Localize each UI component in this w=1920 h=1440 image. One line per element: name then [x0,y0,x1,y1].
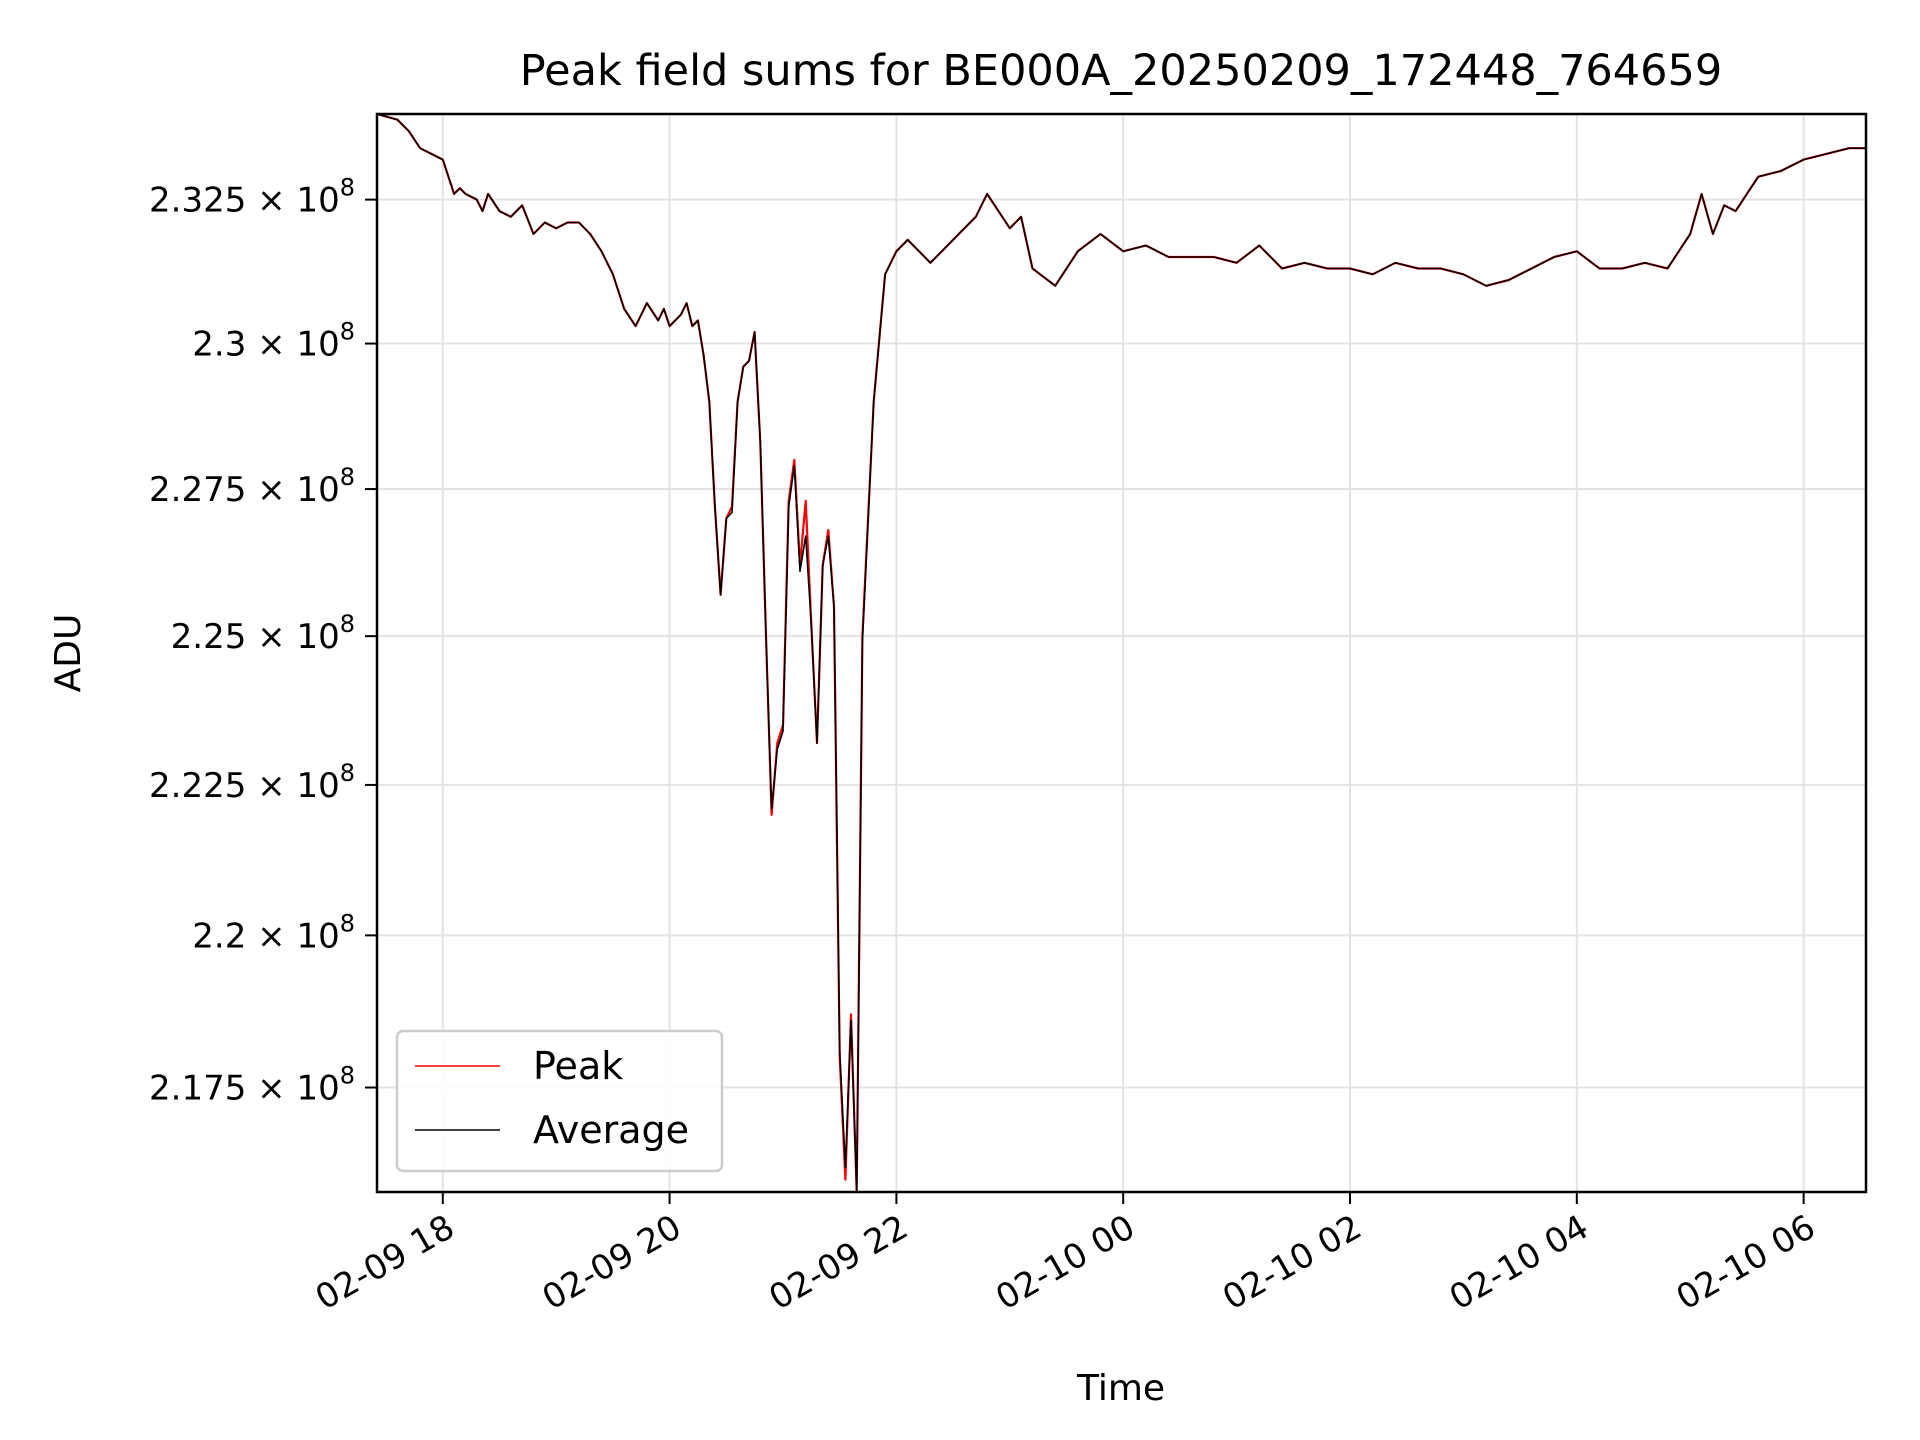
chart-title: Peak field sums for BE000A_20250209_1724… [520,46,1722,96]
plot-frame [375,112,1868,1194]
gridlines [377,114,1866,1192]
y-tick-label: 2.175 × 108 [149,1062,355,1109]
series-lines [376,112,1866,1194]
y-tick-label: 2.325 × 108 [149,174,355,221]
legend-peak-label: Peak [533,1044,623,1088]
y-tick-label: 2.275 × 108 [149,463,355,510]
y-tick-label: 2.3 × 108 [192,318,355,365]
y-tick-label: 2.225 × 108 [149,759,355,806]
series-line-average [376,113,1866,1193]
x-axis-label: Time [1076,1368,1165,1409]
y-axis-label: ADU [48,614,89,693]
y-axis-ticks: 2.325 × 108 2.3 × 108 2.275 × 108 2.25 × 10… [149,174,377,1109]
y-tick-label: 2.2 × 108 [192,909,355,956]
y-tick-label: 2.25 × 108 [171,610,355,657]
legend-average-label: Average [533,1108,689,1152]
legend: Peak Average [395,1029,724,1173]
